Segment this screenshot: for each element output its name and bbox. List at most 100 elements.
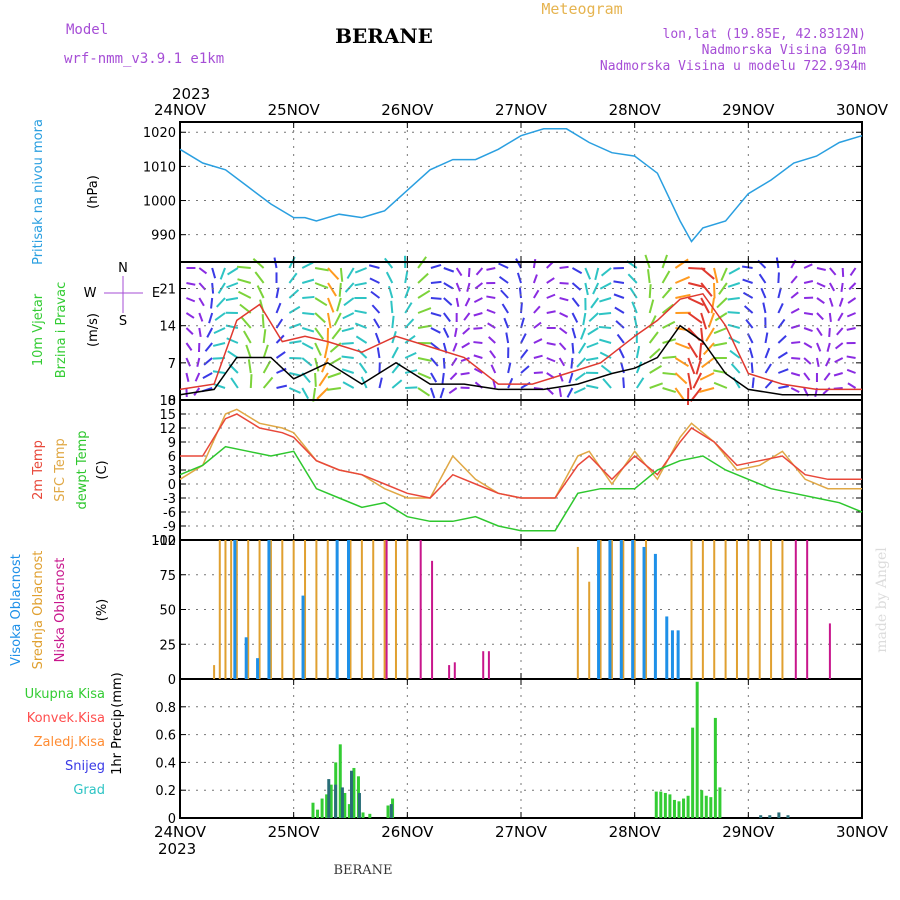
wind-barb [490, 364, 497, 374]
wind-barb [613, 280, 625, 284]
clouds-bar [233, 540, 237, 679]
clouds-bar [349, 540, 352, 679]
wind-barb [559, 297, 569, 302]
wind-barb [803, 263, 813, 269]
wind-barb [816, 327, 823, 337]
wind-barb [225, 324, 239, 329]
wind-barb [790, 387, 800, 393]
wind-barb [198, 267, 208, 275]
model-label: Model [66, 22, 108, 38]
wind-barb [824, 357, 831, 367]
clouds-bar [653, 553, 657, 679]
wind-barb [790, 372, 801, 377]
wind-barb [373, 318, 381, 329]
wind-barb [701, 357, 715, 369]
wind-barb [384, 257, 394, 269]
wind-barb [674, 372, 688, 385]
clouds-bar [676, 630, 680, 679]
clouds-bar [735, 540, 738, 679]
clouds-bar [394, 540, 397, 679]
wind-barb [629, 287, 638, 299]
wind-barb [618, 348, 625, 359]
wind-barb [240, 316, 252, 329]
wind-barb [751, 377, 755, 389]
y-tick-label: 0.2 [155, 784, 176, 799]
wind-barb [203, 357, 213, 366]
y-tick-label: 12 [159, 422, 176, 437]
precip-bar [325, 794, 329, 818]
wind-barb [600, 267, 612, 277]
wind-barb [331, 327, 342, 340]
wind-barb [828, 282, 836, 292]
clouds-bar [781, 540, 784, 679]
y-tick-label: -9 [163, 520, 176, 535]
wind-barb [616, 333, 625, 344]
wind-barb [598, 325, 612, 329]
wind-barb [301, 357, 313, 367]
wind-barb [326, 312, 332, 329]
precip-unit: (mm) [110, 672, 125, 707]
precip-legend-item: Zaledj.Kisa [34, 735, 105, 750]
wind-barb [662, 355, 677, 359]
clouds-bar [828, 623, 831, 679]
wind-barb [627, 273, 638, 284]
wind-barb [713, 342, 728, 347]
wind-barb [578, 342, 587, 354]
wind-barb [196, 357, 201, 367]
y-tick-label: 0 [168, 673, 176, 688]
wind-barb [212, 342, 226, 347]
wind-barb [790, 324, 801, 329]
y-tick-label: 1020 [143, 126, 176, 141]
wind-barb [460, 357, 470, 363]
wind-barb [404, 335, 416, 344]
wind-barb [546, 342, 556, 346]
wind-barb [790, 291, 799, 299]
clouds-bar [487, 651, 490, 679]
wind-barb [198, 297, 205, 307]
clouds-bar [599, 540, 602, 679]
wind-barb [848, 282, 857, 291]
clouds-bar [690, 540, 693, 679]
wind-barb [828, 327, 831, 338]
wind-barb [369, 277, 380, 284]
wind-barb [453, 327, 458, 338]
wind-barb [316, 387, 329, 400]
wind-barb [314, 342, 322, 356]
precip-bar [786, 815, 790, 818]
wind-barb [532, 274, 538, 284]
wind-barb [571, 327, 577, 339]
wind-barb [707, 312, 715, 328]
clouds-bar [326, 540, 329, 679]
precip-bar [340, 787, 344, 818]
wind-barb [710, 297, 716, 314]
temperature-series-line [180, 413, 862, 499]
y-tick-label: -3 [163, 492, 176, 507]
wind-barb [473, 354, 483, 359]
clouds-bar [806, 540, 809, 679]
wind-barb [417, 289, 431, 299]
wind-barb [185, 372, 190, 382]
wind-barb [648, 299, 655, 314]
precip-bar [704, 795, 708, 818]
wind-barb [833, 372, 843, 377]
wind-barb [442, 327, 450, 338]
wind-barb [648, 331, 659, 344]
wind-barb [301, 261, 314, 269]
wind-barb [816, 312, 824, 321]
wind-barb [649, 365, 663, 374]
y-tick-label: 14 [159, 320, 176, 335]
y-tick-label: 100 [151, 534, 176, 549]
wind-barb [662, 387, 677, 393]
wind-barb [462, 327, 471, 335]
wind-barb [777, 351, 788, 359]
precip-bar [686, 795, 690, 818]
wind-barb [571, 267, 583, 275]
precip-bar [361, 812, 365, 818]
wind-barb [314, 327, 325, 340]
wind-barb [314, 357, 320, 372]
wind-barb [301, 342, 314, 350]
wind-barb [713, 381, 728, 389]
precip-bar [334, 784, 338, 818]
wind-barb [430, 312, 442, 317]
wind-barb [289, 322, 302, 329]
